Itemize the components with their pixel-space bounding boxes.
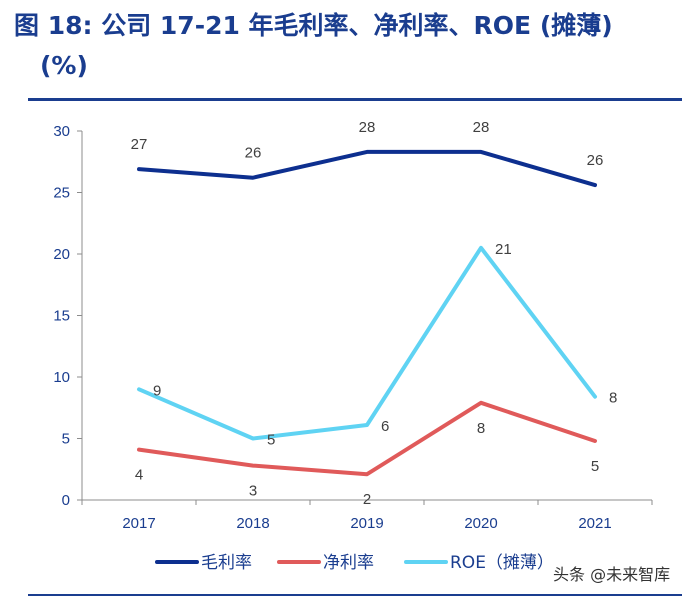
chart-title: 图 18: 公司 17-21 年毛利率、净利率、ROE (摊薄) (%) <box>14 6 686 86</box>
data-label-s3-1: 9 <box>153 382 161 399</box>
data-label-s2-5: 5 <box>591 458 599 475</box>
y-tick-label: 30 <box>53 123 70 140</box>
data-label-s1-2: 26 <box>245 145 262 162</box>
data-label-s2-2: 3 <box>249 483 257 500</box>
y-tick-label: 10 <box>53 369 70 386</box>
data-label-s2-4: 8 <box>477 420 485 437</box>
y-tick-label: 15 <box>53 308 70 325</box>
data-label-s2-1: 4 <box>135 467 143 484</box>
data-label-s1-3: 28 <box>359 119 376 136</box>
data-label-s3-4: 21 <box>495 241 512 258</box>
x-tick-label: 2019 <box>350 515 383 532</box>
x-tick-label: 2021 <box>578 515 611 532</box>
data-label-s1-5: 26 <box>587 152 604 169</box>
y-tick-label: 25 <box>53 185 70 202</box>
data-label-s3-5: 8 <box>609 390 617 407</box>
data-label-s2-3: 2 <box>363 491 371 508</box>
data-label-s1-4: 28 <box>473 119 490 136</box>
chart-title-line-1: 图 18: 公司 17-21 年毛利率、净利率、ROE (摊薄) <box>14 11 613 40</box>
legend: 毛利率 净利率 ROE（摊薄） <box>155 553 554 573</box>
x-tick-label: 2020 <box>464 515 497 532</box>
watermark-text: 头条 @未来智库 <box>553 565 671 584</box>
chart-title-line-2: (%) <box>40 51 88 80</box>
data-label-s3-3: 6 <box>381 418 389 435</box>
series-line-2 <box>137 400 597 477</box>
series-line-3 <box>137 245 597 441</box>
legend-label-3: ROE（摊薄） <box>450 553 554 573</box>
y-tick-label: 5 <box>62 431 70 448</box>
series-line-1 <box>137 149 597 188</box>
x-tick-label: 2018 <box>236 515 269 532</box>
y-tick-label: 0 <box>62 492 70 509</box>
data-label-s1-1: 27 <box>131 136 148 153</box>
x-tick-label: 2017 <box>122 515 155 532</box>
data-label-s3-2: 5 <box>267 432 275 449</box>
legend-label-2: 净利率 <box>323 553 374 573</box>
y-tick-label: 20 <box>53 246 70 263</box>
top-divider <box>28 98 682 101</box>
series-lines <box>137 149 597 477</box>
legend-label-1: 毛利率 <box>201 553 252 573</box>
bottom-divider <box>28 594 682 596</box>
